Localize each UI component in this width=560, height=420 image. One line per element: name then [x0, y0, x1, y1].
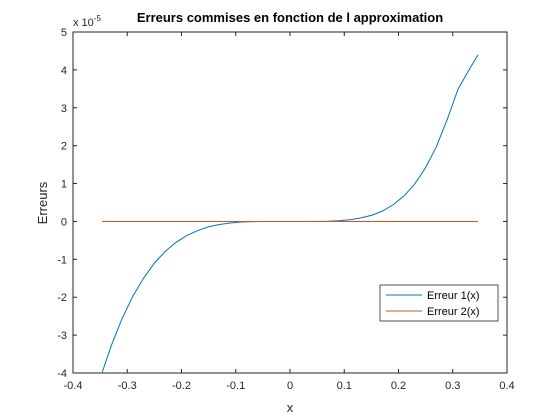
y-tick-label: 2 [61, 141, 67, 153]
x-tick-label: 0.4 [499, 380, 514, 392]
y-tick-label: 0 [61, 216, 67, 228]
y-axis-label: Erreurs [35, 181, 50, 224]
plot-area [72, 31, 508, 374]
legend-label-erreur-1: Erreur 1(x) [427, 290, 480, 302]
x-tick-label: -0.2 [172, 380, 191, 392]
y-tick-label: -1 [57, 254, 67, 266]
x-tick-label: 0 [287, 380, 293, 392]
y-exponent-base: x 10 [73, 17, 94, 29]
y-tick-label: 1 [61, 179, 67, 191]
ticks-group: -0.4 -0.3 -0.2 -0.1 0 0.1 0.2 0.3 0.4 -4 -3 -2 -1 0 1 2… [57, 27, 514, 392]
y-tick-label: 3 [61, 103, 67, 115]
series-group [101, 54, 479, 374]
x-tick-label: -0.3 [118, 380, 137, 392]
legend-label-erreur-2: Erreur 2(x) [427, 306, 480, 318]
legend: Erreur 1(x) Erreur 2(x) [379, 284, 499, 322]
y-tick-label: 4 [61, 65, 67, 77]
x-tick-label: 0.2 [391, 380, 406, 392]
chart-title: Erreurs commises en fonction de l approx… [137, 10, 443, 25]
y-tick-label: 5 [61, 27, 67, 39]
y-tick-label: -3 [57, 330, 67, 342]
x-axis-label: x [287, 400, 294, 415]
y-tick-label: -2 [57, 292, 67, 304]
legend-box [379, 284, 499, 322]
x-tick-label: 0.3 [445, 380, 460, 392]
x-tick-label: -0.4 [64, 380, 83, 392]
x-tick-label: 0.1 [337, 380, 352, 392]
y-exponent-label: x 10-5 [73, 14, 101, 29]
y-tick-label: -4 [57, 368, 67, 380]
x-tick-label: -0.1 [226, 380, 245, 392]
y-exponent-power: -5 [94, 14, 102, 23]
